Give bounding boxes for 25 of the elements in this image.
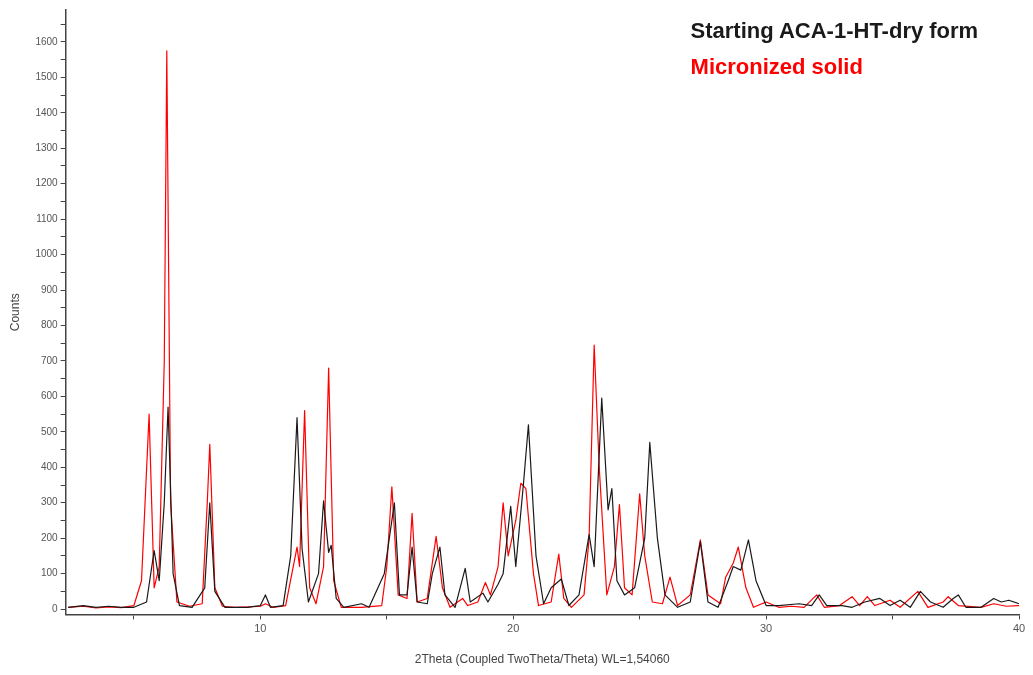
y-tick-label: 500 bbox=[40, 425, 59, 437]
y-tick-label: 100 bbox=[40, 567, 59, 579]
text: Micronized solid bbox=[690, 54, 863, 80]
y-tick-label: 600 bbox=[40, 390, 59, 402]
x-tick-label: 40 bbox=[1012, 622, 1026, 635]
y-tick-label: 1500 bbox=[35, 71, 59, 83]
x-axis-title: 2Theta (Coupled TwoTheta/Theta) WL=1,54060 bbox=[414, 652, 671, 667]
x-tick-label: 30 bbox=[760, 622, 773, 635]
x-tick-label: 10 bbox=[254, 622, 267, 635]
text: Starting ACA-1-HT-dry form bbox=[690, 18, 979, 44]
y-axis-title: Counts bbox=[7, 293, 22, 332]
y-tick-label: 400 bbox=[40, 461, 59, 473]
y-tick-label: 1400 bbox=[35, 106, 59, 118]
y-tick-label: 900 bbox=[40, 283, 59, 295]
y-tick-label: 1000 bbox=[35, 248, 59, 260]
y-tick-label: 0 bbox=[52, 602, 59, 614]
y-tick-label: 700 bbox=[40, 354, 59, 366]
y-tick-label: 1600 bbox=[35, 35, 59, 47]
y-tick-label: 1300 bbox=[35, 142, 59, 153]
y-tick-label: 300 bbox=[40, 496, 59, 508]
y-tick-label: 800 bbox=[40, 319, 59, 331]
x-tick-label: 20 bbox=[507, 622, 520, 635]
y-tick-label: 200 bbox=[40, 531, 59, 543]
y-tick-label: 1200 bbox=[35, 177, 59, 189]
y-tick-label: 1100 bbox=[36, 212, 59, 224]
